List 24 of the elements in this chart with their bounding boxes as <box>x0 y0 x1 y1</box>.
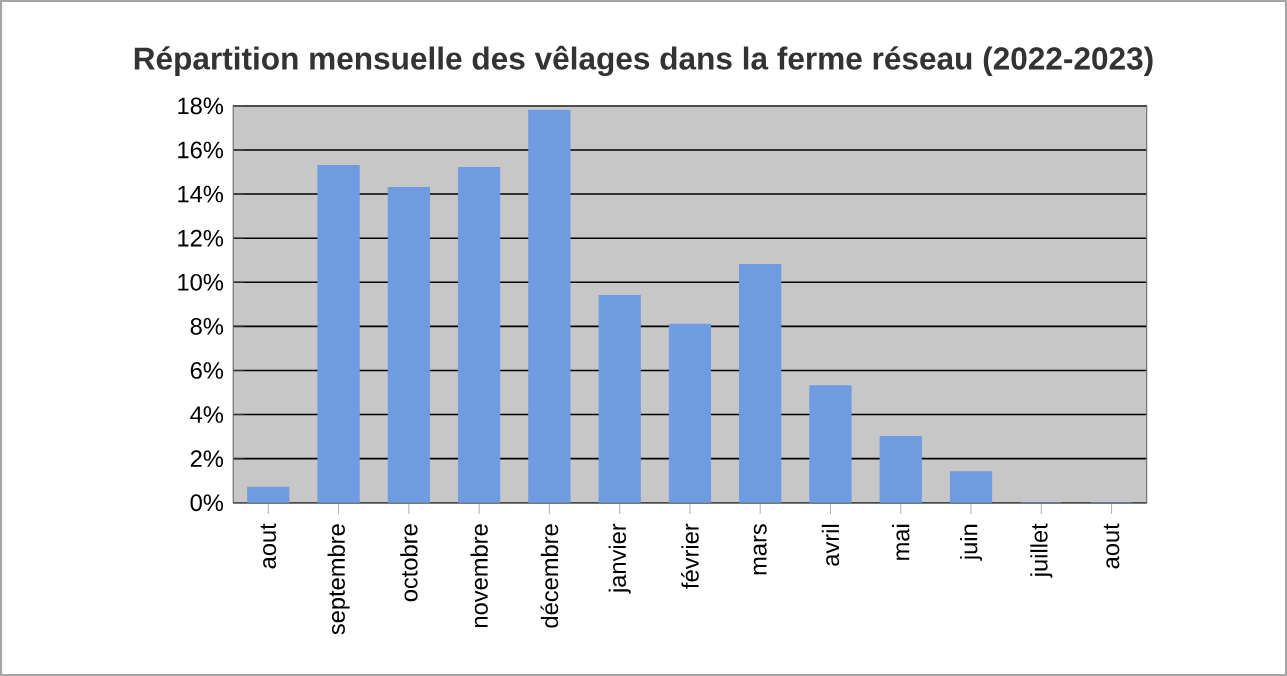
x-tick-label: février <box>681 523 699 589</box>
y-tick-label: 12% <box>178 229 224 247</box>
y-tick-label: 4% <box>190 406 224 423</box>
x-tick-label: septembre <box>327 524 350 635</box>
y-tick-label: 2% <box>190 450 224 467</box>
y-tick-label: 6% <box>190 362 224 379</box>
x-tick-label: aout <box>260 523 277 569</box>
x-tick-label: avril <box>821 524 840 566</box>
y-tick-label: 16% <box>178 141 224 159</box>
x-tick-label: octobre <box>400 524 418 602</box>
x-tick-label: novembre <box>470 524 488 628</box>
chart-title: Répartition mensuelle des vêlages dans la ferme réseau (2022-2023) <box>134 45 1153 77</box>
y-tick-label: 8% <box>190 317 224 335</box>
x-tick-label: juillet <box>1030 523 1053 578</box>
x-tick-label: mars <box>753 524 767 575</box>
y-tick-label: 18% <box>178 97 224 115</box>
y-tick-label: 14% <box>178 185 224 203</box>
x-tick-label: décembre <box>540 524 559 628</box>
x-tick-label: juin <box>959 524 983 561</box>
x-tick-label: mai <box>892 524 910 560</box>
y-tick-label: 0% <box>190 494 224 512</box>
x-tick-label: janvier <box>608 523 631 594</box>
y-tick-label: 10% <box>178 273 224 291</box>
x-tick-label: aout <box>1103 523 1120 569</box>
